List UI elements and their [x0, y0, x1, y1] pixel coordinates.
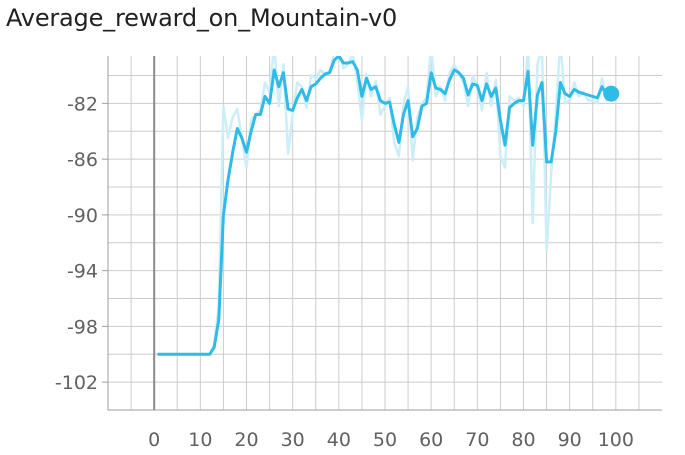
x-tick-label: 90	[558, 429, 582, 451]
tick-labels: -82 -86 -90 -94 -98 -102 0 10 20 30 40 50 60 70 80 90 10…	[55, 93, 634, 451]
x-tick-label: 80	[511, 429, 535, 451]
y-tick-label: -102	[55, 372, 98, 394]
x-tick-label: 30	[281, 429, 305, 451]
chart-title: Average_reward_on_Mountain-v0	[6, 4, 398, 32]
x-tick-label: 60	[419, 429, 443, 451]
x-tick-label: 100	[598, 429, 634, 451]
axes	[102, 56, 662, 411]
y-tick-label: -94	[67, 261, 98, 283]
y-tick-label: -86	[67, 149, 98, 171]
series-endpoint-marker	[603, 85, 620, 102]
y-tick-label: -98	[67, 316, 98, 338]
x-tick-label: 0	[148, 429, 160, 451]
y-tick-label: -82	[67, 93, 98, 115]
grid-lines	[108, 56, 662, 411]
x-tick-label: 50	[373, 429, 397, 451]
x-tick-label: 70	[465, 429, 489, 451]
y-tick-label: -90	[67, 205, 98, 227]
series-smoothed-line	[157, 56, 613, 356]
x-tick-label: 10	[188, 429, 212, 451]
smoothed-series	[157, 56, 620, 356]
x-tick-label: 20	[234, 429, 258, 451]
x-tick-label: 40	[327, 429, 351, 451]
